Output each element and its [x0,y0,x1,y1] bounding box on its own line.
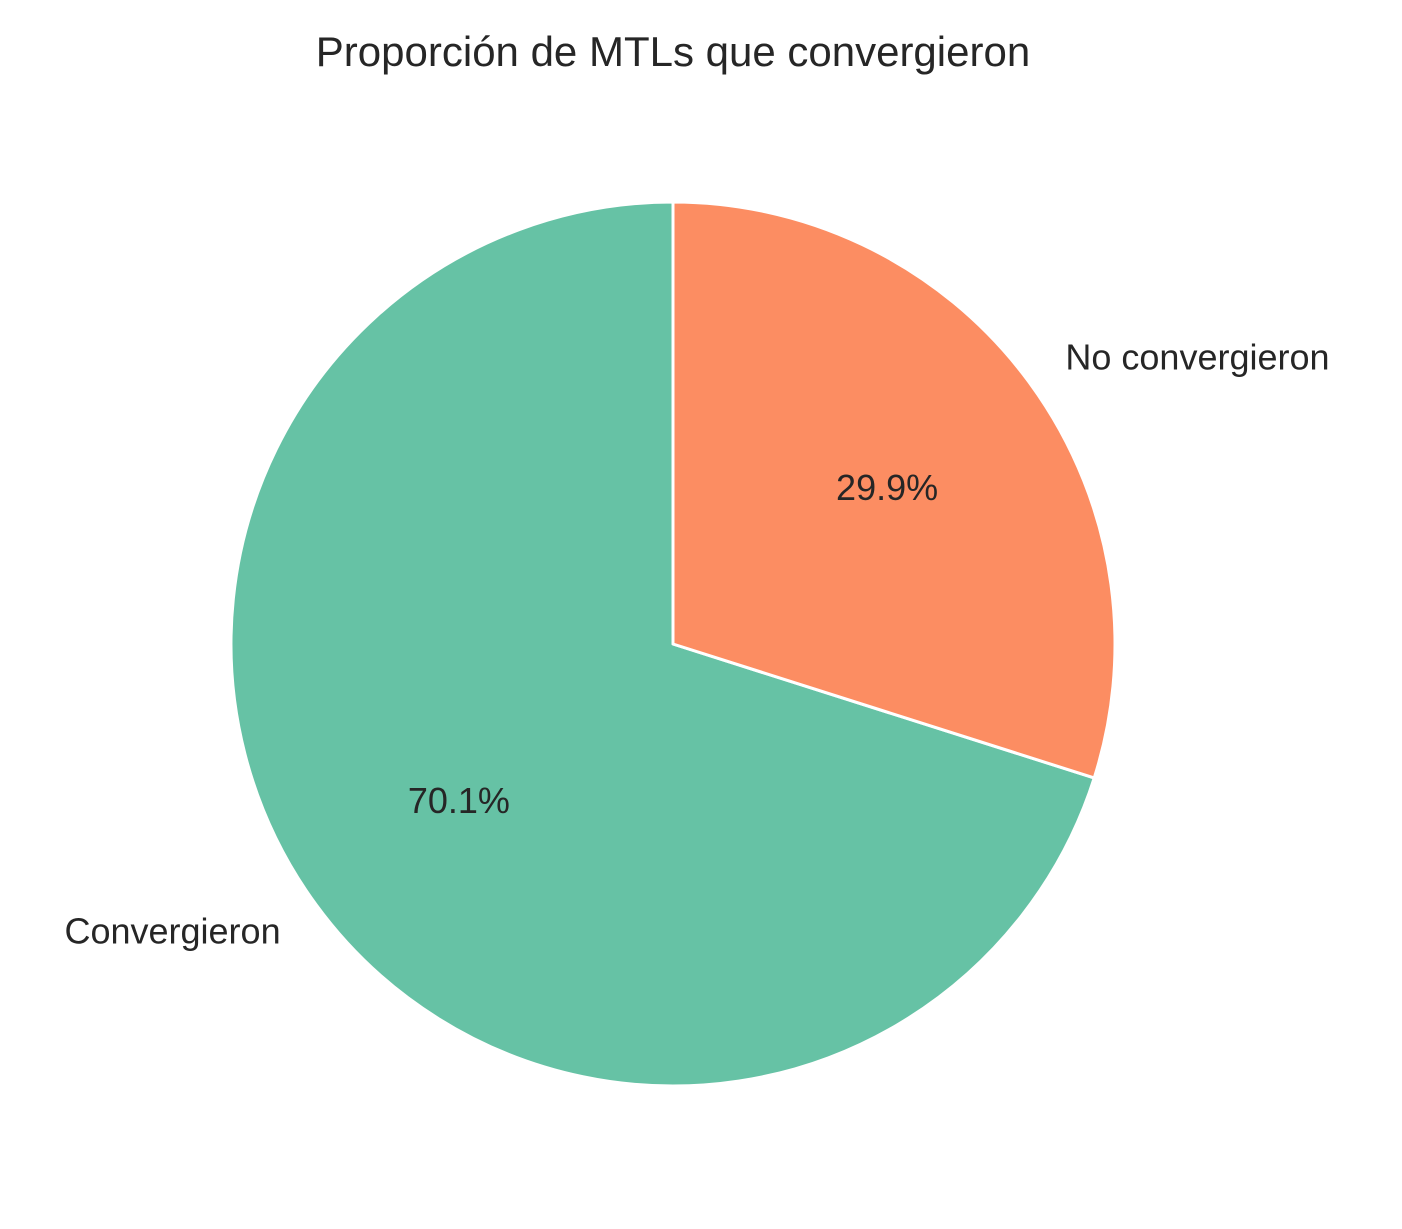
chart-title: Proporción de MTLs que convergieron [316,28,1030,75]
pie-slices [229,200,1117,1088]
slice-percent-label-2: 29.9% [836,467,938,508]
slice-label-1: Convergieron [64,911,280,952]
pie-slice-1 [229,200,1096,1088]
pie-labels: Convergieron 70.1% No convergieron 29.9% [64,337,1329,952]
pie-slice-2 [671,200,1117,780]
slice-label-2: No convergieron [1065,337,1329,378]
slice-percent-label-1: 70.1% [408,780,510,821]
